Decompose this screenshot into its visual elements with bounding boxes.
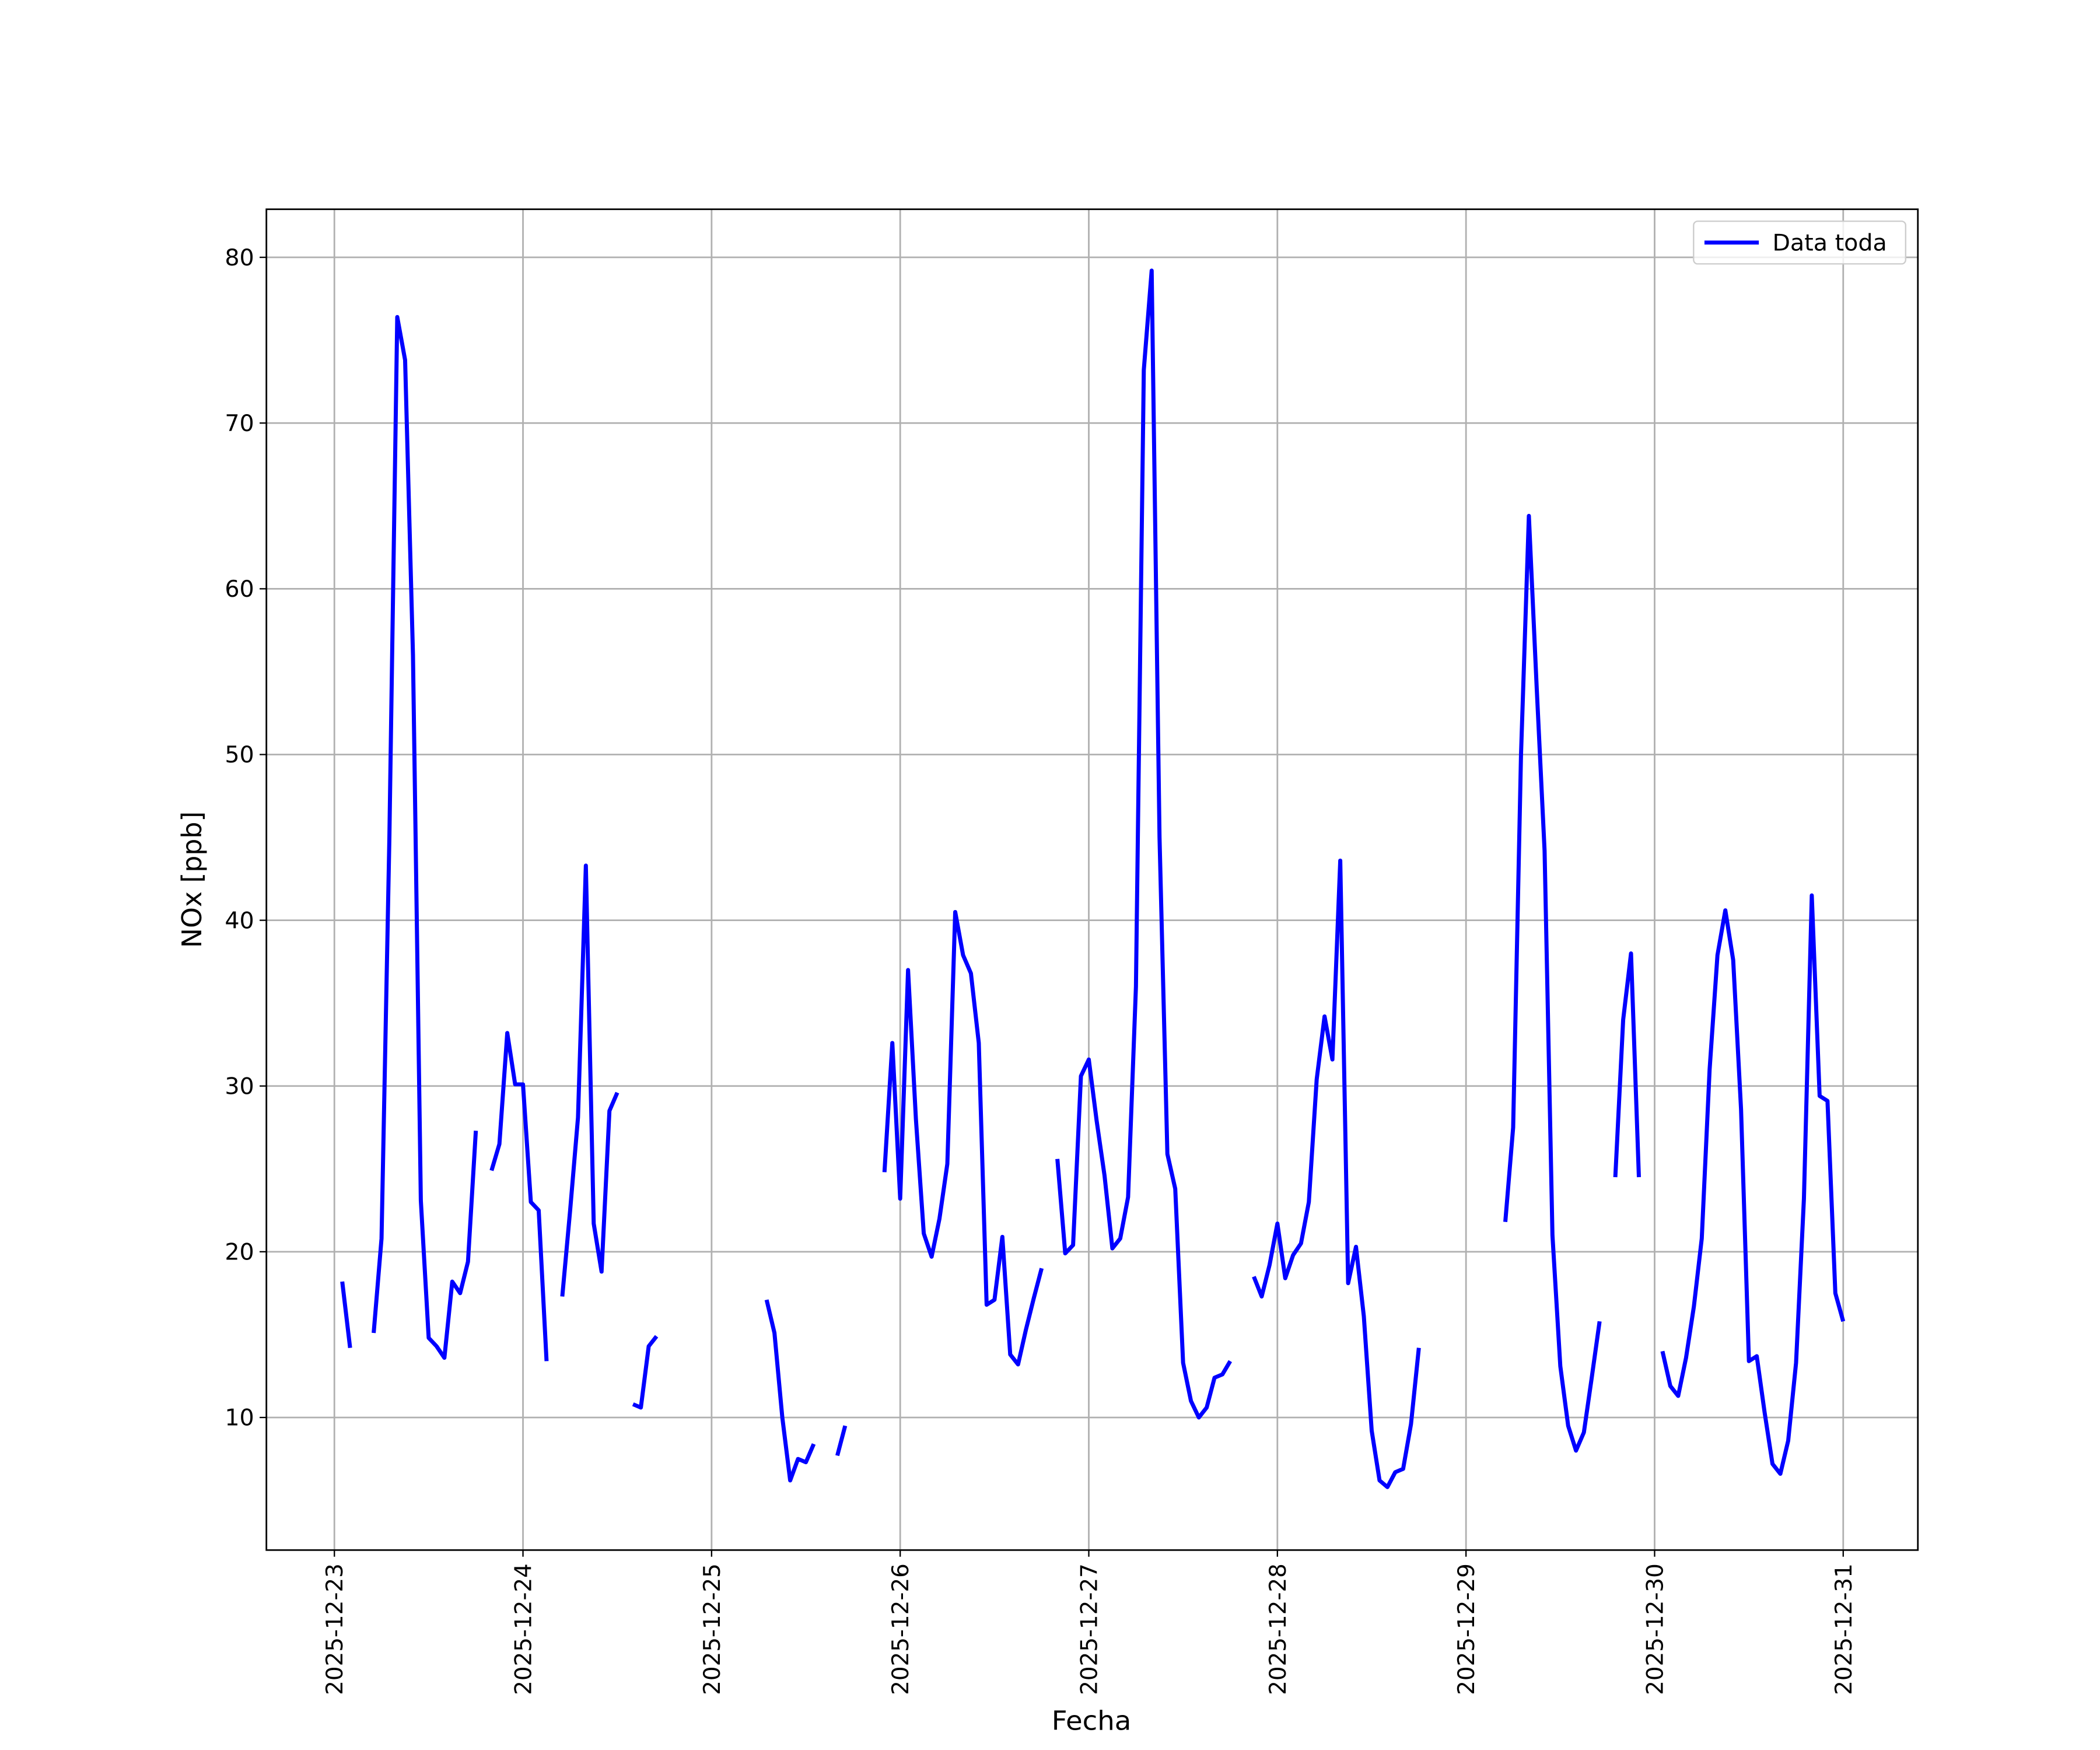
x-tick-label: 2025-12-27 [1076, 1563, 1102, 1695]
data-line [340, 268, 1846, 1489]
x-tick-label: 2025-12-28 [1265, 1563, 1291, 1695]
x-tick-label: 2025-12-25 [699, 1563, 726, 1695]
plot-area [340, 268, 1846, 1489]
y-tick-label: 70 [225, 411, 254, 437]
x-tick-label: 2025-12-23 [322, 1563, 348, 1695]
y-tick-label: 30 [225, 1074, 254, 1100]
y-tick-label: 10 [225, 1405, 254, 1432]
y-tick-label: 80 [225, 245, 254, 271]
x-axis-label: Fecha [1052, 1705, 1132, 1736]
x-tick-label: 2025-12-24 [510, 1563, 537, 1695]
legend: Data toda [1693, 220, 1906, 265]
y-tick-label: 20 [225, 1240, 254, 1266]
y-tick-label: 40 [225, 908, 254, 935]
legend-box [1693, 220, 1906, 265]
axes-frame [265, 208, 1919, 1551]
y-tick-label: 50 [225, 743, 254, 769]
x-tick-label: 2025-12-30 [1642, 1563, 1668, 1695]
x-tick-label: 2025-12-29 [1454, 1563, 1480, 1695]
x-tick-label: 2025-12-31 [1831, 1563, 1857, 1695]
x-tick-label: 2025-12-26 [888, 1563, 914, 1695]
y-tick-label: 60 [225, 576, 254, 603]
legend-label: Data toda [1772, 230, 1887, 257]
y-axis-label: NOx [ppb] [176, 811, 208, 948]
